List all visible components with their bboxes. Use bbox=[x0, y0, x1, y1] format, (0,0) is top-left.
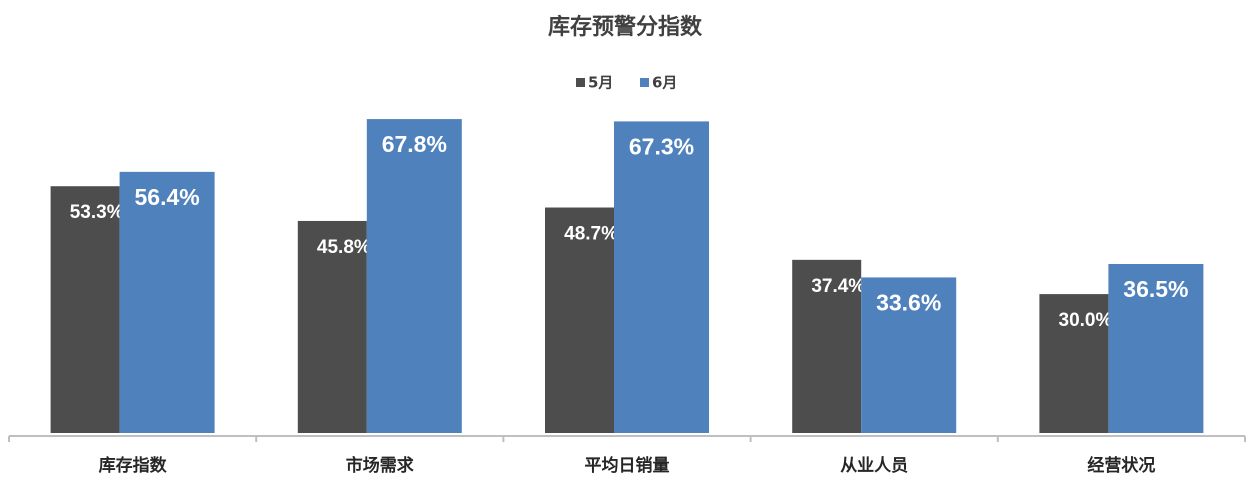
bar bbox=[297, 220, 367, 433]
value-label: 30.0% bbox=[1059, 310, 1113, 331]
value-label: 56.4% bbox=[134, 184, 199, 210]
value-label: 45.8% bbox=[317, 237, 371, 258]
chart-title: 库存预警分指数 bbox=[548, 14, 703, 40]
legend-label: 6月 bbox=[652, 74, 677, 92]
x-tick-label: 市场需求 bbox=[346, 455, 414, 476]
x-tick-label: 库存指数 bbox=[99, 455, 168, 476]
value-label: 37.4% bbox=[811, 276, 865, 297]
bar bbox=[792, 259, 862, 433]
bar bbox=[1108, 264, 1204, 433]
x-tick-label: 平均日销量 bbox=[585, 455, 670, 476]
value-label: 67.8% bbox=[382, 131, 447, 157]
value-label: 67.3% bbox=[629, 133, 694, 159]
legend-swatch bbox=[640, 78, 649, 87]
value-label: 48.7% bbox=[564, 224, 618, 245]
value-label: 36.5% bbox=[1123, 276, 1188, 302]
bar bbox=[861, 277, 957, 433]
bar bbox=[119, 171, 215, 434]
legend-swatch bbox=[576, 78, 585, 87]
value-label: 33.6% bbox=[876, 290, 941, 316]
bar bbox=[366, 119, 462, 433]
x-tick-label: 经营状况 bbox=[1087, 455, 1155, 476]
bar bbox=[1039, 294, 1109, 433]
bar bbox=[614, 121, 709, 433]
legend-label: 5月 bbox=[588, 74, 613, 92]
bar bbox=[50, 186, 120, 433]
bar bbox=[545, 207, 614, 433]
x-tick-label: 从业人员 bbox=[840, 456, 908, 476]
value-label: 53.3% bbox=[70, 202, 124, 223]
